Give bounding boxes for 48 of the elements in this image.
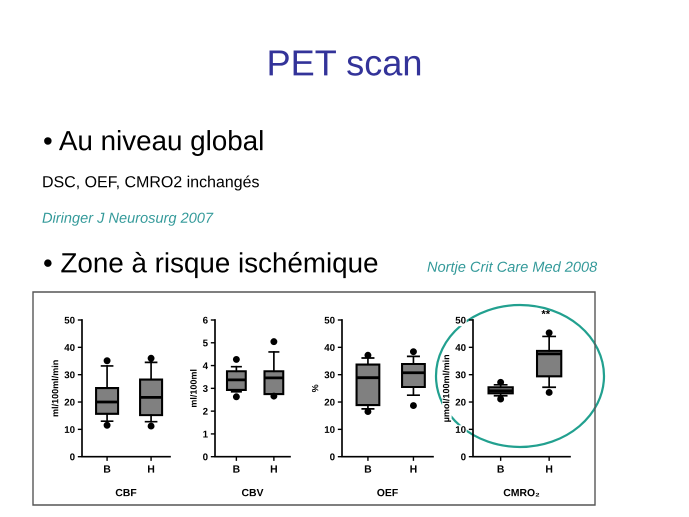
y-axis-title: ml/100ml <box>190 370 197 408</box>
y-tick-label: 50 <box>64 316 75 324</box>
text: • Zone à risque ischémique <box>44 252 378 278</box>
y-tick-label: 20 <box>324 398 335 406</box>
y-tick-label: 10 <box>64 426 75 433</box>
x-tick-label: B <box>233 465 240 473</box>
y-tick-label: 10 <box>456 426 466 433</box>
y-tick-label: 5 <box>202 340 208 346</box>
text: DSC, OEF, CMRO2 inchangés <box>43 175 259 191</box>
y-tick-label: 20 <box>456 398 466 406</box>
y-tick-label: 50 <box>324 316 335 324</box>
x-tick-label: H <box>410 465 416 473</box>
y-tick-label: 3 <box>202 385 208 392</box>
y-axis-title: % <box>312 384 318 392</box>
y-tick-label: 0 <box>461 453 466 460</box>
x-tick-label: B <box>364 465 372 473</box>
x-axis-title: CBF <box>116 488 136 496</box>
x-tick-label: B <box>104 465 110 473</box>
y-tick-label: 10 <box>324 426 335 433</box>
x-axis-title: OEF <box>377 488 398 496</box>
x-axis-title: CMRO₂ <box>504 488 540 497</box>
y-tick-label: 30 <box>324 371 335 378</box>
y-tick-label: 1 <box>203 430 208 438</box>
y-tick-label: 0 <box>330 453 335 460</box>
y-tick-label: 30 <box>64 371 75 378</box>
text: Diringer J Neurosurg 2007 <box>42 212 214 226</box>
x-tick-label: H <box>546 465 552 473</box>
y-tick-label: 0 <box>70 453 75 460</box>
y-tick-label: 20 <box>64 398 75 406</box>
y-tick-label: 40 <box>455 344 466 351</box>
y-tick-label: 6 <box>203 316 208 324</box>
y-axis-title: ml/100ml/min <box>52 360 58 416</box>
y-tick-label: 30 <box>455 371 466 378</box>
x-axis-title: CBV <box>242 488 264 496</box>
x-tick-label: B <box>498 465 504 473</box>
x-tick-label: H <box>270 465 277 473</box>
y-tick-label: 40 <box>64 344 75 351</box>
y-axis-title: µmol/100ml/min <box>442 354 452 422</box>
y-tick-label: 2 <box>202 408 208 415</box>
text: Nortje Crit Care Med 2008 <box>427 261 598 275</box>
text: ** <box>541 310 550 314</box>
y-tick-label: 40 <box>324 344 335 351</box>
text: PET scan <box>270 50 420 76</box>
y-tick-label: 0 <box>203 453 208 460</box>
y-tick-label: 50 <box>456 316 466 324</box>
text: • Au niveau global <box>44 130 262 156</box>
x-tick-label: H <box>148 465 154 473</box>
y-tick-label: 4 <box>202 362 208 370</box>
